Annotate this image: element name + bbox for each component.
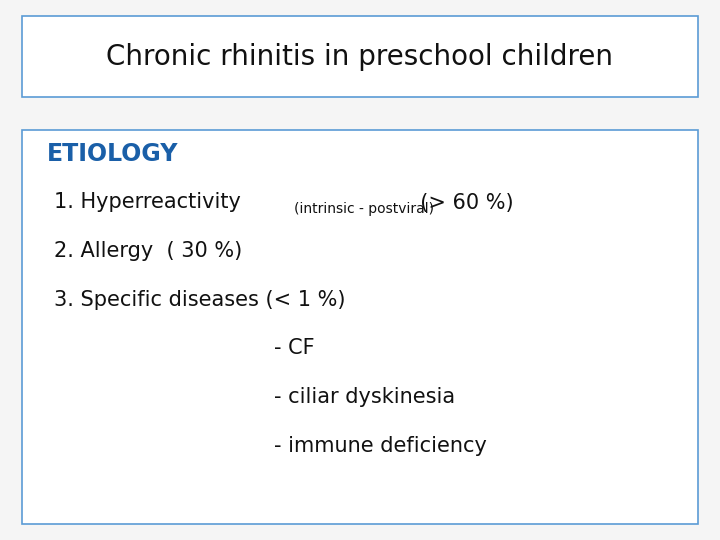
Text: ETIOLOGY: ETIOLOGY <box>47 142 179 166</box>
Text: 3. Specific diseases (< 1 %): 3. Specific diseases (< 1 %) <box>54 289 346 310</box>
Text: 1. Hyperreactivity: 1. Hyperreactivity <box>54 192 241 213</box>
Text: Chronic rhinitis in preschool children: Chronic rhinitis in preschool children <box>107 43 613 71</box>
Text: (> 60 %): (> 60 %) <box>407 192 513 213</box>
FancyBboxPatch shape <box>22 16 698 97</box>
FancyBboxPatch shape <box>22 130 698 524</box>
Text: (intrinsic - postviral): (intrinsic - postviral) <box>294 202 433 216</box>
Text: 2. Allergy  ( 30 %): 2. Allergy ( 30 %) <box>54 241 242 261</box>
Text: - ciliar dyskinesia: - ciliar dyskinesia <box>274 387 455 407</box>
Text: - immune deficiency: - immune deficiency <box>274 435 487 456</box>
Text: - CF: - CF <box>274 338 314 359</box>
